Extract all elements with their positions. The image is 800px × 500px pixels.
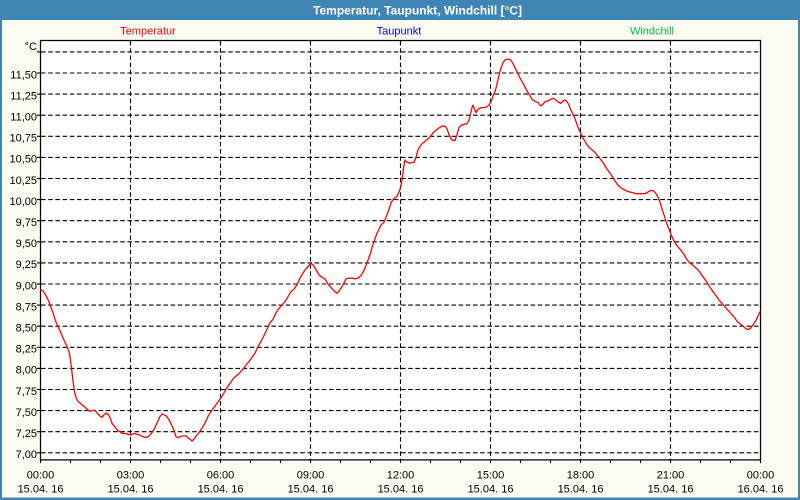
svg-text:10,50: 10,50 [9,154,37,166]
svg-text:8,25: 8,25 [16,344,37,356]
svg-text:15.04. 16: 15.04. 16 [198,483,244,495]
svg-text:00:00: 00:00 [27,470,55,482]
svg-text:Windchill: Windchill [630,25,674,37]
svg-text:Temperatur: Temperatur [120,25,176,37]
svg-text:15.04. 16: 15.04. 16 [288,483,334,495]
svg-text:21:00: 21:00 [657,470,685,482]
svg-text:15.04. 16: 15.04. 16 [648,483,694,495]
svg-text:8,00: 8,00 [16,365,37,377]
svg-text:8,50: 8,50 [16,323,37,335]
svg-text:06:00: 06:00 [207,470,235,482]
svg-text:15.04. 16: 15.04. 16 [558,483,604,495]
svg-text:°C: °C [25,41,37,53]
svg-text:11,25: 11,25 [10,90,37,102]
svg-text:7,25: 7,25 [16,428,37,440]
svg-text:7,50: 7,50 [16,407,37,419]
svg-text:11,50: 11,50 [10,69,37,81]
svg-text:15:00: 15:00 [477,470,505,482]
svg-text:Taupunkt: Taupunkt [377,25,422,37]
svg-text:9,00: 9,00 [16,280,37,292]
svg-text:10,75: 10,75 [9,133,37,145]
svg-text:00:00: 00:00 [747,470,775,482]
svg-text:15.04. 16: 15.04. 16 [378,483,424,495]
svg-text:15.04. 16: 15.04. 16 [108,483,154,495]
svg-text:03:00: 03:00 [117,470,145,482]
svg-text:10,25: 10,25 [9,175,37,187]
svg-text:09:00: 09:00 [297,470,325,482]
svg-text:Temperatur, Taupunkt, Windchil: Temperatur, Taupunkt, Windchill [°C] [313,3,522,17]
svg-text:18:00: 18:00 [567,470,595,482]
svg-text:8,75: 8,75 [16,301,37,313]
svg-text:9,50: 9,50 [16,238,37,250]
svg-text:12:00: 12:00 [387,470,415,482]
svg-text:15.04. 16: 15.04. 16 [468,483,514,495]
svg-text:7,75: 7,75 [16,386,37,398]
svg-text:11,00: 11,00 [10,112,37,124]
svg-text:15.04. 16: 15.04. 16 [18,483,64,495]
svg-text:10,00: 10,00 [9,196,37,208]
svg-text:16.04. 16: 16.04. 16 [738,483,784,495]
svg-text:9,75: 9,75 [16,217,37,229]
svg-text:7,00: 7,00 [16,449,37,461]
svg-text:9,25: 9,25 [16,259,37,271]
